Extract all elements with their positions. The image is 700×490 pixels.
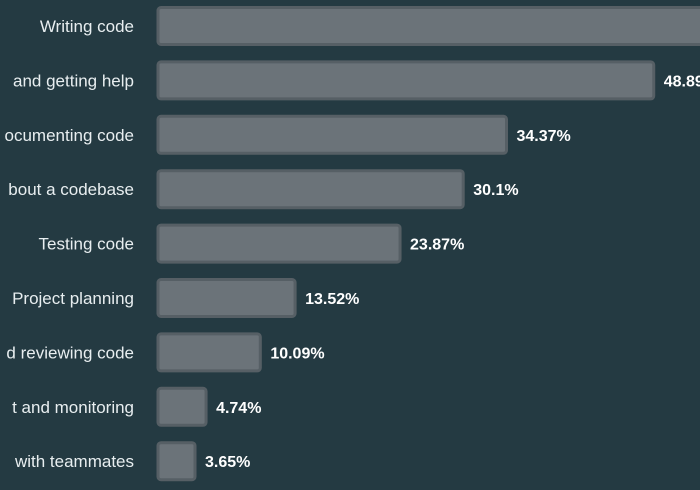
bar-5: [156, 278, 297, 318]
value-label-8: 3.65%: [205, 454, 250, 471]
category-label-3: bout a codebase: [8, 180, 134, 199]
value-label-5: 13.52%: [305, 291, 359, 308]
category-label-5: Project planning: [12, 289, 134, 308]
bar-8: [156, 441, 197, 482]
bar-3: [156, 169, 465, 210]
value-label-6: 10.09%: [270, 345, 324, 362]
category-label-7: t and monitoring: [12, 398, 134, 417]
category-label-0: Writing code: [40, 17, 134, 36]
value-label-7: 4.74%: [216, 400, 261, 417]
bar-6: [156, 332, 262, 373]
value-label-4: 23.87%: [410, 237, 464, 254]
bar-7: [156, 386, 208, 427]
category-label-2: ocumenting code: [5, 126, 134, 145]
value-label-3: 30.1%: [473, 182, 518, 199]
bar-0: [156, 6, 700, 46]
category-label-1: and getting help: [13, 71, 134, 90]
category-label-4: Testing code: [39, 235, 134, 254]
bar-1: [156, 60, 656, 101]
category-label-8: with teammates: [14, 452, 134, 471]
bar-4: [156, 223, 402, 264]
category-label-6: d reviewing code: [6, 343, 134, 362]
bar-2: [156, 114, 509, 155]
value-label-1: 48.89%: [664, 73, 700, 90]
value-label-2: 34.37%: [517, 128, 571, 145]
